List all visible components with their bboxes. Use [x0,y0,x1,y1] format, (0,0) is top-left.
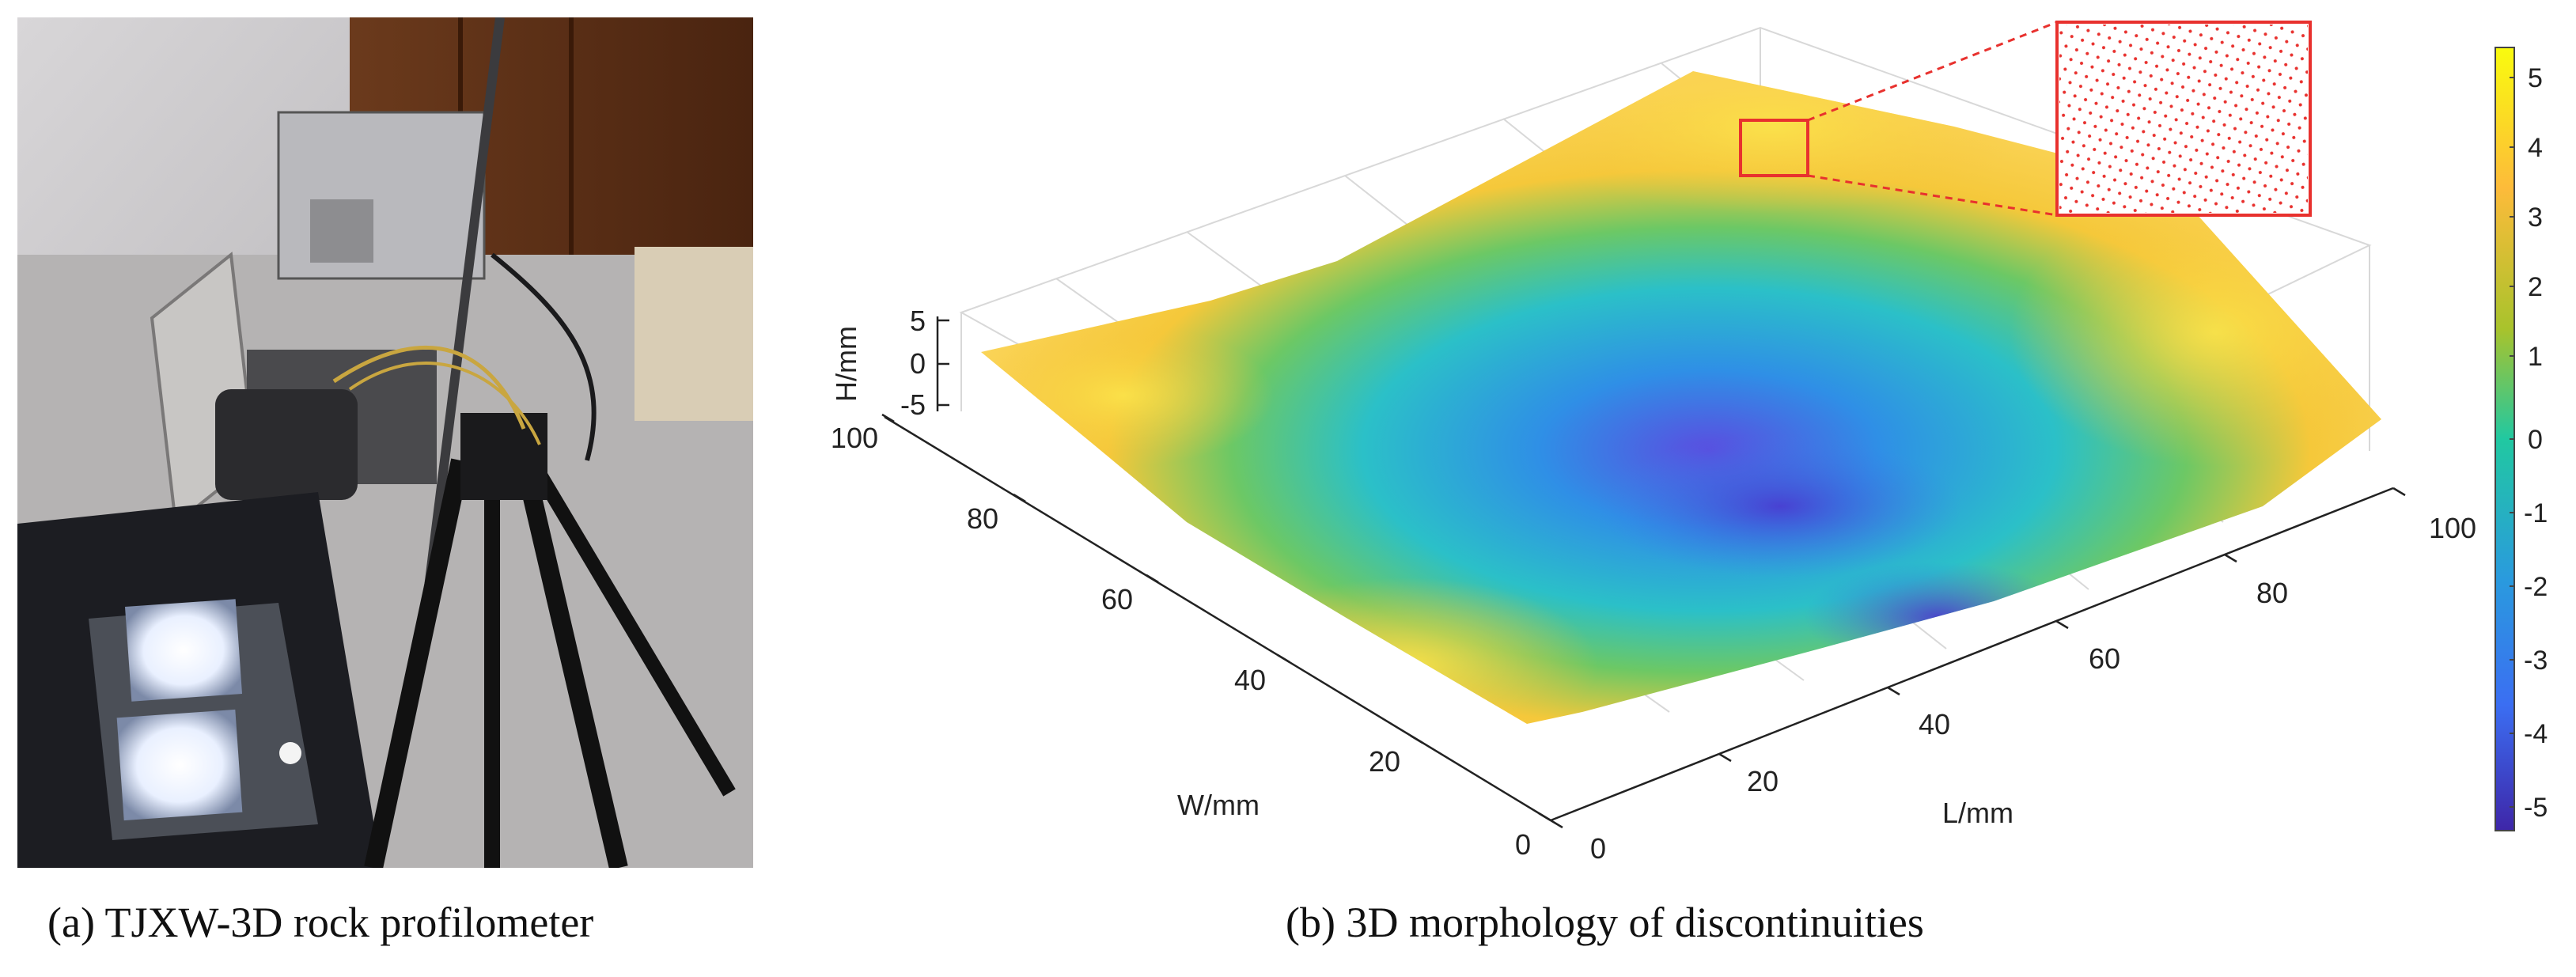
l-tick-label: 80 [2256,577,2288,609]
colorbar-tick-label: 0 [2528,425,2543,455]
l-tick-label: 20 [1747,765,1779,797]
w-tick-label: 60 [1101,583,1133,615]
w-tick-label: 0 [1515,828,1531,861]
zoom-indicator [1739,21,2312,217]
colorbar-tick-label: 5 [2528,63,2543,93]
z-tick-label: 5 [910,305,926,337]
l-axis [1550,487,2406,829]
l-axis-label: L/mm [1942,797,2013,829]
l-tick-label: 40 [1919,708,1950,740]
l-tick-label: 60 [2089,642,2120,675]
zoom-source-box [1739,119,1809,177]
z-tick-label: 0 [910,347,926,380]
w-axis-label: W/mm [1177,789,1260,821]
w-tick-label: 80 [967,502,998,535]
colorbar-tick-label: -5 [2524,793,2548,823]
colorbar [2495,47,2515,831]
colorbar-tick-label: -3 [2524,646,2548,676]
colorbar-tick-label: 3 [2528,203,2543,233]
z-tick-label: -5 [900,388,926,421]
caption-b: (b) 3D morphology of discontinuities [1286,899,1924,946]
w-tick-label: 100 [831,422,878,454]
l-tick-label: 0 [1590,832,1606,865]
colorbar-tick-label: 2 [2528,272,2543,302]
surface-plot: 5 0 -5 H/mm 0 20 40 60 80 100 W/mm 0 20 … [830,21,2548,865]
z-axis-label: H/mm [830,326,862,402]
colorbar-ticks [2510,77,2514,808]
caption-a: (a) TJXW-3D rock profilometer [47,899,594,946]
w-tick-label: 20 [1369,745,1400,778]
l-tick-label: 100 [2429,512,2476,544]
w-axis [881,413,1551,822]
colorbar-tick-label: 4 [2528,133,2543,163]
colorbar-tick-label: -1 [2524,498,2548,528]
colorbar-tick-label: 1 [2528,342,2543,372]
colorbar-tick-label: -2 [2524,572,2548,602]
profilometer-photo [17,17,753,868]
w-tick-label: 40 [1234,664,1266,696]
colorbar-tick-label: -4 [2524,719,2548,749]
z-axis [936,316,949,411]
